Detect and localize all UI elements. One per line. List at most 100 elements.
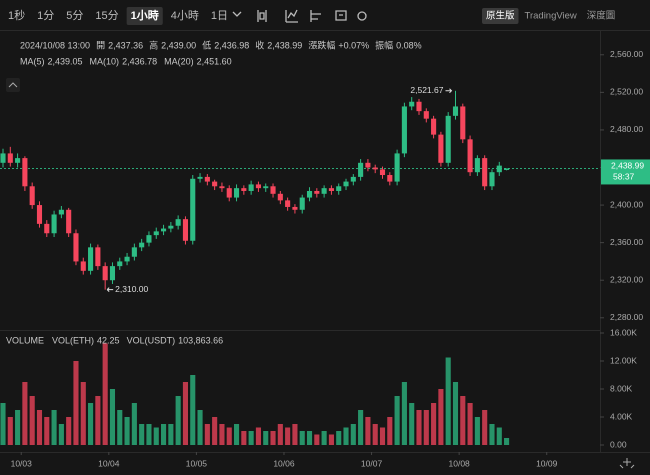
candle-body (190, 178, 196, 241)
volume-bar (168, 424, 174, 445)
view-button[interactable]: 深度圖 (587, 10, 616, 22)
y-tick-label: 2,280.00 (610, 312, 643, 322)
interval-button[interactable]: 1小時 (131, 8, 159, 22)
volume-bar (336, 431, 342, 445)
volume-bar (204, 424, 210, 445)
info-text: +0.07% (338, 40, 369, 50)
candle-body (306, 190, 313, 198)
candle-body (233, 188, 240, 198)
candle-body (401, 106, 407, 154)
candle-body (255, 184, 261, 189)
candle-body (445, 115, 451, 163)
interval-button[interactable]: 5分 (66, 9, 83, 22)
volume-bar (460, 396, 466, 445)
info-text: 漲跌幅 (308, 39, 335, 50)
volume-bar (51, 410, 57, 445)
x-tick-label: 10/07 (361, 458, 383, 468)
annotation-arrow (445, 88, 453, 94)
indicator-icon[interactable] (285, 9, 298, 23)
view-button[interactable]: 原生版 (486, 10, 515, 22)
volume-bar (306, 431, 313, 445)
last-price-box (601, 159, 650, 185)
more-intervals[interactable] (232, 11, 242, 17)
candle-body (416, 101, 422, 112)
interval-button[interactable]: 1分 (37, 9, 54, 22)
volume-bar (277, 424, 283, 445)
settings-icon[interactable] (357, 11, 367, 21)
candle-body (321, 188, 327, 194)
volume-bar (226, 427, 232, 445)
fullscreen-icon[interactable] (619, 458, 635, 469)
candle-body (58, 209, 64, 215)
info-text: 低 (202, 39, 211, 50)
candle-body (314, 190, 320, 194)
candle-body (182, 219, 189, 241)
y2-tick-label: 4.00K (610, 411, 633, 421)
volume-bar (80, 382, 86, 445)
info-text: 收 (255, 39, 264, 50)
active-view-bg (482, 8, 519, 24)
volume-bar (117, 410, 123, 445)
volume-bar (255, 427, 261, 445)
volume-bar (474, 417, 480, 445)
info-text: 2,451.60 (197, 56, 232, 66)
candle-body (292, 206, 298, 210)
candle-body (219, 186, 225, 189)
volume-bar (219, 424, 225, 445)
candle-body (241, 188, 247, 191)
volume-bar (409, 403, 415, 445)
info-text: 42.25 (97, 335, 120, 345)
candle-body (336, 186, 342, 191)
collapse-button[interactable] (6, 78, 20, 92)
info-text: 0.08% (396, 40, 422, 50)
volume-bar (182, 382, 189, 445)
candle-body (285, 200, 291, 207)
interval-button[interactable]: 1秒 (8, 8, 25, 22)
volume-bar (452, 382, 459, 445)
x-tick-label: 10/08 (449, 458, 471, 468)
volume-bar (314, 434, 320, 445)
y2-tick-label: 16.00K (610, 327, 637, 337)
candle-body (197, 176, 203, 179)
view-button[interactable]: TradingView (525, 11, 577, 22)
info-text: 2,439.05 (48, 56, 83, 66)
info-text: 2,437.36 (108, 40, 143, 50)
candle-body (0, 153, 6, 163)
volume-bar (29, 396, 35, 445)
candle-body (131, 247, 137, 257)
y-tick-label: 2,320.00 (610, 274, 643, 284)
draw-icon[interactable] (310, 10, 321, 22)
candle-body (153, 231, 159, 236)
interval-button[interactable]: 1日 (211, 10, 228, 22)
candle-body (226, 188, 232, 198)
volume-bar (36, 410, 43, 445)
volume-bar (15, 410, 21, 445)
candle-body (299, 197, 305, 210)
interval-button[interactable]: 4小時 (171, 9, 199, 22)
template-icon[interactable] (335, 10, 347, 21)
volume-bar (88, 403, 94, 445)
x-tick-label: 10/05 (186, 458, 208, 468)
candle-body (365, 162, 371, 168)
candle-body (7, 153, 13, 163)
volume-bar (131, 403, 137, 445)
candle-type-icon[interactable] (257, 10, 267, 22)
interval-button[interactable]: 15分 (95, 9, 118, 22)
candle-body (379, 169, 386, 176)
volume-bar (124, 417, 130, 445)
candle-body (423, 111, 429, 119)
volume-bar (197, 410, 203, 445)
candle-body (168, 225, 174, 229)
volume-bar (394, 396, 400, 445)
x-tick-label: 10/09 (536, 458, 558, 468)
volume-bar (248, 431, 254, 445)
candle-body (277, 193, 283, 201)
candle-body (482, 158, 488, 187)
volume-bar (328, 434, 334, 445)
candle-body (36, 205, 43, 224)
volume-bar (431, 403, 437, 445)
info-text: 高 (149, 39, 158, 50)
active-interval-bg (126, 7, 163, 25)
